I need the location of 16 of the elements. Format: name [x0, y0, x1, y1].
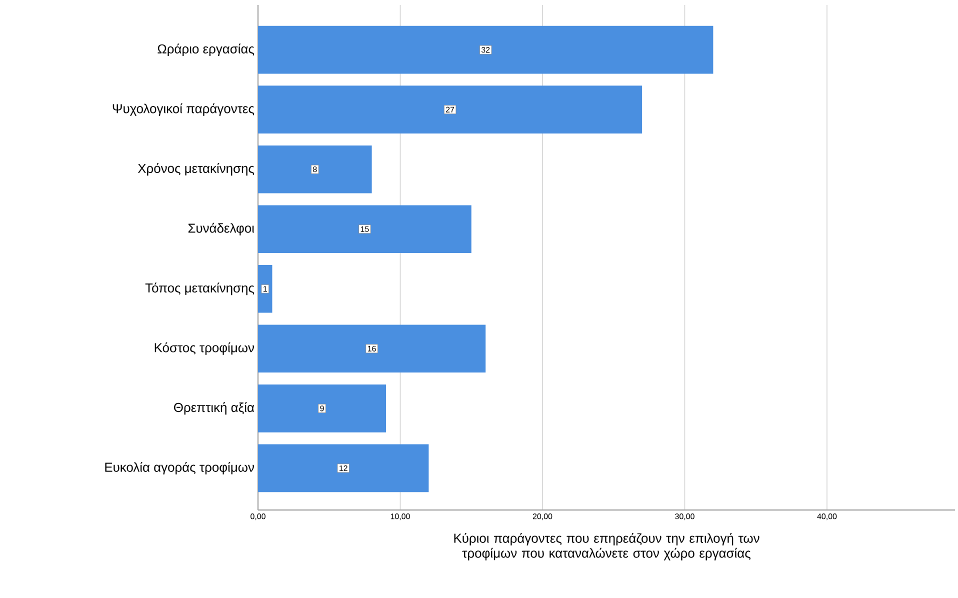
y-tick-label: Θρεπτική αξία [174, 402, 254, 415]
bar [258, 444, 429, 492]
y-tick-label: Χρόνος μετακίνησης [138, 163, 254, 176]
bar [258, 86, 642, 134]
y-tick-label: Ωράριο εργασίας [158, 44, 254, 56]
y-tick-label: Τόπος μετακίνησης [145, 282, 254, 296]
bar [258, 205, 472, 254]
bar [258, 384, 386, 432]
y-tick-label: Ψυχολογικοί παράγοντες [112, 103, 254, 116]
bar [258, 145, 372, 194]
y-tick-label: Συνάδελφοι [188, 222, 254, 236]
y-tick-label: Ευκολία αγοράς τροφίμων [105, 462, 254, 474]
bar [258, 26, 714, 74]
x-axis-title: Κύριοι παράγοντες που επηρεάζουν την επιλογή των τροφίμων που καταναλώνετε στον χώρο εργασίας [454, 532, 760, 560]
y-tick-label: Κόστος τροφίμων [154, 342, 254, 355]
bar [258, 324, 486, 373]
